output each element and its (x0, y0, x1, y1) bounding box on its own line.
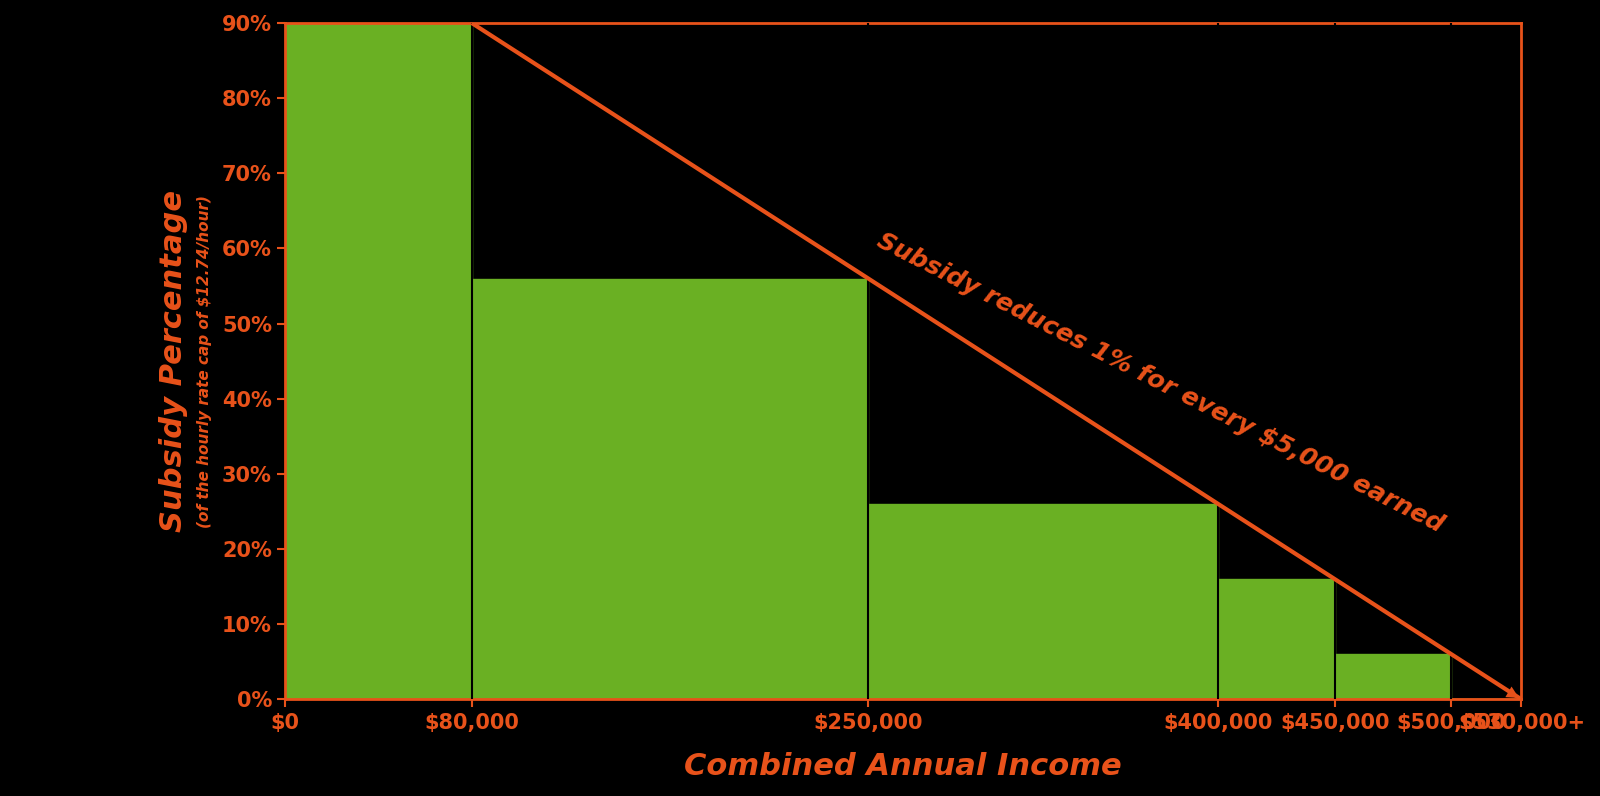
Text: Subsidy reduces 1% for every $5,000 earned: Subsidy reduces 1% for every $5,000 earn… (874, 228, 1448, 537)
Polygon shape (285, 23, 1522, 700)
Text: (of the hourly rate cap of $12.74/hour): (of the hourly rate cap of $12.74/hour) (197, 195, 213, 528)
X-axis label: Combined Annual Income: Combined Annual Income (685, 752, 1122, 781)
Text: Subsidy Percentage: Subsidy Percentage (160, 190, 189, 533)
